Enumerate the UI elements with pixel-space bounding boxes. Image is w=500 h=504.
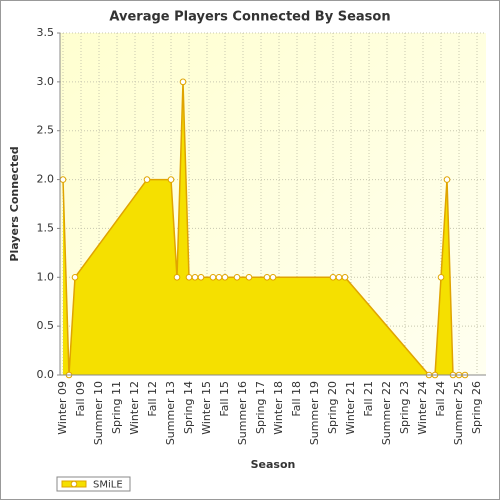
x-tick-label: Fall 09 <box>74 381 87 417</box>
y-tick-label: 3.5 <box>37 26 55 39</box>
marker <box>197 273 205 281</box>
marker <box>341 273 349 281</box>
y-tick-label: 0.0 <box>37 368 55 381</box>
x-tick-label: Fall 15 <box>218 381 231 417</box>
area <box>63 81 465 375</box>
marker <box>215 273 223 281</box>
x-tick-label: Summer 13 <box>164 381 177 445</box>
x-tick-label: Winter 18 <box>272 381 285 435</box>
y-tick-label: 2.5 <box>37 124 55 137</box>
x-tick-label: Summer 22 <box>380 381 393 445</box>
marker <box>59 176 67 183</box>
legend-marker <box>70 480 78 488</box>
x-tick-label: Spring 20 <box>326 381 339 434</box>
x-tick-label: Winter 24 <box>416 381 429 435</box>
y-tick-label: 2.0 <box>37 173 55 186</box>
x-tick-label: Spring 11 <box>110 381 123 434</box>
marker <box>167 176 175 183</box>
legend-label: SMiLE <box>93 480 123 491</box>
x-tick-label: Spring 17 <box>254 381 267 434</box>
y-tick-label: 3.0 <box>37 75 55 88</box>
x-tick-label: Winter 09 <box>56 381 69 435</box>
y-tick-label: 1.0 <box>37 270 55 283</box>
x-tick-label: Spring 26 <box>470 381 483 434</box>
marker <box>335 273 343 281</box>
marker <box>173 273 181 281</box>
marker <box>443 176 451 183</box>
marker <box>209 273 217 281</box>
y-tick-label: 1.5 <box>37 221 55 234</box>
x-axis-title: Season <box>251 458 296 471</box>
x-tick-label: Spring 14 <box>182 381 195 434</box>
x-tick-label: Summer 25 <box>452 381 465 445</box>
chart-title: Average Players Connected By Season <box>109 10 390 25</box>
marker <box>71 273 79 281</box>
marker <box>437 273 445 281</box>
x-tick-label: Fall 18 <box>290 381 303 417</box>
x-tick-label: Winter 12 <box>128 381 141 435</box>
x-tick-label: Winter 15 <box>200 381 213 435</box>
marker <box>329 273 337 281</box>
x-tick-label: Spring 23 <box>398 381 411 434</box>
marker <box>221 273 229 281</box>
x-tick-label: Fall 21 <box>362 381 375 417</box>
x-tick-label: Summer 19 <box>308 381 321 445</box>
x-tick-label: Fall 24 <box>434 381 447 417</box>
marker <box>179 78 187 86</box>
marker <box>233 273 241 281</box>
x-tick-label: Summer 16 <box>236 381 249 445</box>
marker <box>191 273 199 281</box>
x-tick-label: Summer 10 <box>92 381 105 445</box>
marker <box>245 273 253 281</box>
marker <box>269 273 277 281</box>
marker <box>185 273 193 281</box>
marker <box>143 176 151 183</box>
y-axis-title: Players Connected <box>8 146 21 261</box>
y-tick-label: 0.5 <box>37 319 55 332</box>
marker <box>263 273 271 281</box>
x-tick-label: Fall 12 <box>146 381 159 417</box>
x-tick-label: Winter 21 <box>344 381 357 435</box>
